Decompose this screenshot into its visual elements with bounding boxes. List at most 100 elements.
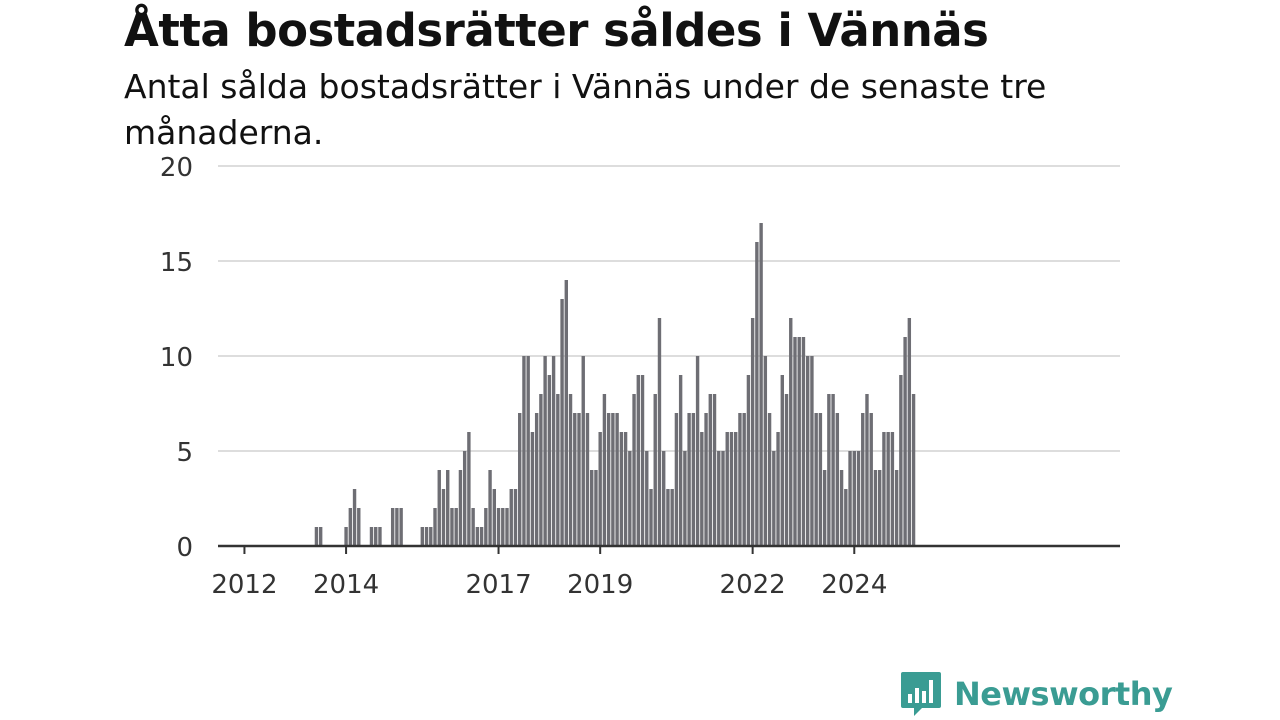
bar bbox=[424, 527, 429, 546]
bar bbox=[374, 527, 378, 546]
bar bbox=[822, 470, 827, 546]
bar bbox=[742, 413, 746, 546]
newsworthy-logo-icon bbox=[901, 672, 941, 716]
bar bbox=[674, 413, 679, 546]
bar bbox=[700, 432, 704, 546]
bar bbox=[678, 375, 683, 546]
bar bbox=[780, 375, 784, 546]
bar bbox=[471, 508, 475, 546]
bar bbox=[479, 527, 484, 546]
bar bbox=[645, 451, 649, 546]
bar bbox=[573, 413, 577, 546]
bar bbox=[691, 413, 696, 546]
bar bbox=[789, 318, 793, 546]
bar bbox=[653, 394, 657, 546]
bar bbox=[505, 508, 509, 546]
x-tick-label: 2017 bbox=[465, 570, 531, 600]
y-tick-label: 10 bbox=[160, 343, 193, 373]
bar bbox=[318, 527, 323, 546]
bar bbox=[433, 508, 437, 546]
bar bbox=[547, 375, 552, 546]
bar bbox=[772, 451, 776, 546]
bar bbox=[619, 432, 624, 546]
bar bbox=[839, 470, 844, 546]
bar bbox=[585, 413, 590, 546]
bar bbox=[488, 470, 492, 546]
bar bbox=[755, 242, 759, 546]
bar bbox=[734, 432, 738, 546]
bar bbox=[683, 451, 687, 546]
bar bbox=[522, 356, 526, 546]
bar bbox=[594, 470, 598, 546]
axes: 2012 2014 2017 2019 2022 2024 bbox=[211, 544, 1120, 600]
bar bbox=[776, 432, 780, 546]
bar bbox=[793, 337, 797, 546]
bar bbox=[801, 337, 806, 546]
bar bbox=[369, 527, 374, 546]
bar bbox=[670, 489, 674, 546]
bar bbox=[712, 394, 717, 546]
bar bbox=[518, 413, 522, 546]
bar bbox=[348, 508, 353, 546]
bar bbox=[886, 432, 890, 546]
bar bbox=[810, 356, 814, 546]
bar bbox=[911, 394, 916, 546]
bar bbox=[560, 299, 564, 546]
x-tick-label: 2022 bbox=[720, 570, 786, 600]
bar bbox=[662, 451, 666, 546]
bar bbox=[496, 508, 501, 546]
bar bbox=[344, 527, 348, 546]
bar bbox=[501, 508, 505, 546]
bar bbox=[606, 413, 611, 546]
bar bbox=[623, 432, 628, 546]
bar bbox=[446, 470, 450, 546]
newsworthy-logo-text: Newsworthy bbox=[954, 675, 1173, 713]
bar bbox=[450, 508, 454, 546]
bar bbox=[856, 451, 861, 546]
bar bbox=[708, 394, 712, 546]
bar bbox=[539, 394, 543, 546]
bar bbox=[564, 280, 568, 546]
bar bbox=[695, 356, 700, 546]
bar bbox=[865, 394, 869, 546]
bar bbox=[729, 432, 734, 546]
bar bbox=[861, 413, 865, 546]
bar bbox=[530, 432, 535, 546]
bar bbox=[784, 394, 789, 546]
bar bbox=[534, 413, 539, 546]
bar bbox=[890, 432, 895, 546]
bar bbox=[314, 527, 319, 546]
bar bbox=[831, 394, 835, 546]
bar bbox=[717, 451, 721, 546]
bar bbox=[899, 375, 903, 546]
bar bbox=[420, 527, 425, 546]
bar bbox=[598, 432, 602, 546]
x-tick-label: 2019 bbox=[567, 570, 633, 600]
bar bbox=[687, 413, 691, 546]
y-tick-label: 5 bbox=[176, 438, 193, 468]
y-tick-label: 15 bbox=[160, 248, 193, 278]
bar bbox=[806, 356, 810, 546]
bar bbox=[590, 470, 594, 546]
bar bbox=[352, 489, 357, 546]
bar bbox=[615, 413, 619, 546]
bar bbox=[602, 394, 607, 546]
bar bbox=[882, 432, 886, 546]
bar bbox=[526, 356, 530, 546]
bar bbox=[429, 527, 433, 546]
bar bbox=[873, 470, 878, 546]
bar bbox=[378, 527, 382, 546]
bar bbox=[835, 413, 840, 546]
chart-title: Åtta bostadsrätter såldes i Vännäs bbox=[124, 4, 989, 57]
y-tick-label: 20 bbox=[160, 153, 193, 183]
bar bbox=[484, 508, 488, 546]
bar bbox=[632, 394, 636, 546]
bar bbox=[611, 413, 615, 546]
x-tick-label: 2024 bbox=[821, 570, 887, 600]
bar bbox=[577, 413, 581, 546]
chart-subtitle: Antal sålda bostadsrätter i Vännäs under… bbox=[124, 67, 1047, 152]
bar bbox=[513, 489, 518, 546]
bar bbox=[437, 470, 441, 546]
bar bbox=[399, 508, 403, 546]
